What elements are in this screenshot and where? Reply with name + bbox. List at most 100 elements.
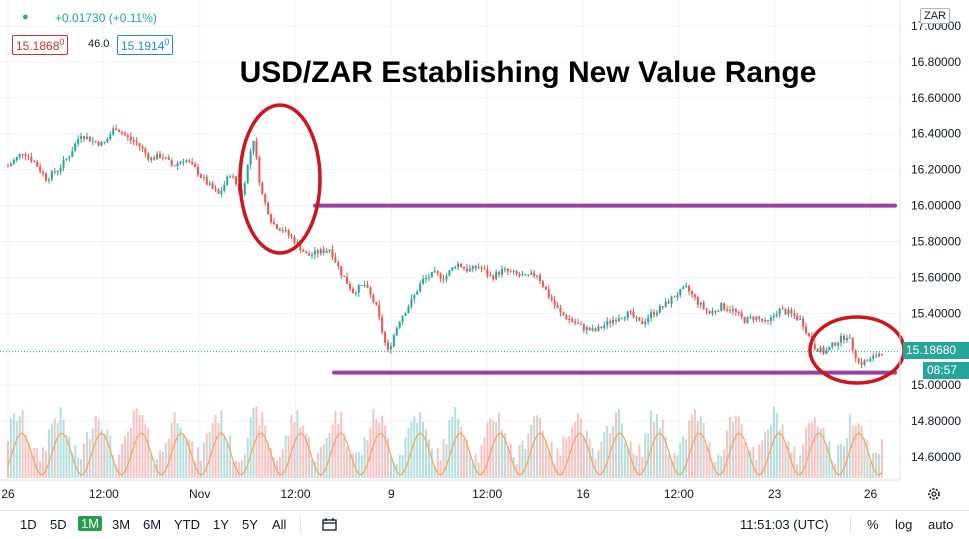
volume-bar <box>56 422 59 478</box>
volume-bar <box>384 425 387 478</box>
candle-body <box>726 309 729 311</box>
candle-body <box>574 321 577 323</box>
settings-button[interactable] <box>928 488 940 500</box>
timeframe-5d[interactable]: 5D <box>50 517 67 532</box>
candle-body <box>413 294 416 299</box>
candle-body <box>784 309 787 315</box>
candle-body <box>603 325 606 328</box>
volume-bar <box>375 418 378 478</box>
volume-bar <box>39 461 42 478</box>
candle-body <box>463 267 465 269</box>
volume-bar <box>36 447 39 478</box>
volume-bar <box>188 439 191 478</box>
toolbar-divider-right <box>850 516 851 534</box>
candle-body <box>88 136 91 142</box>
candle-body <box>483 268 486 270</box>
time-axis[interactable]: 26 12:00 Nov 12:00 9 12:00 16 12:00 23 26 <box>1 487 877 501</box>
volume-bar <box>746 449 749 478</box>
candle-body <box>676 295 679 298</box>
volume-bar <box>278 456 281 478</box>
candle-body <box>50 171 53 180</box>
timeframe-1y[interactable]: 1Y <box>213 517 229 532</box>
volume-bar <box>430 448 433 478</box>
candle-body <box>375 301 378 305</box>
volume-bar <box>296 410 299 478</box>
spread-value: 46.0 <box>88 38 110 50</box>
log-scale-toggle[interactable]: log <box>895 517 913 532</box>
volume-bar <box>565 438 568 478</box>
volume-bar <box>480 444 483 478</box>
volume-bar <box>512 456 515 478</box>
timeframe-1m[interactable]: 1M <box>78 516 103 531</box>
candle-body <box>235 176 237 185</box>
clock-time[interactable]: 11:51:03 (UTC) <box>740 517 829 532</box>
volume-bar <box>629 441 632 478</box>
candle-body <box>261 182 264 195</box>
candle-body <box>764 319 767 322</box>
volume-bar <box>147 428 150 478</box>
timeframe-3m[interactable]: 3M <box>112 517 131 532</box>
auto-scale-toggle[interactable]: auto <box>928 517 954 532</box>
candle-body <box>176 163 179 167</box>
timeframe-5y[interactable]: 5Y <box>242 517 258 532</box>
candle-body <box>118 129 121 133</box>
volume-bar <box>685 439 688 478</box>
sell-price-button[interactable]: 15.18680 <box>12 35 69 55</box>
timeframe-all[interactable]: All <box>272 517 287 532</box>
candle-body <box>650 312 653 318</box>
candle-body <box>691 291 693 295</box>
candle-body <box>594 328 597 331</box>
volume-bar <box>202 442 205 478</box>
candle-body <box>351 288 354 294</box>
volume-bar <box>243 454 246 478</box>
volume-bar <box>422 421 425 478</box>
volume-bar <box>617 408 620 478</box>
y-tick-label: 14.80000 <box>911 414 961 428</box>
candle-body <box>597 326 600 331</box>
timeframe-1d[interactable]: 1D <box>20 517 37 532</box>
buy-price-button[interactable]: 15.19140 <box>117 35 174 55</box>
timeframe-ytd[interactable]: YTD <box>174 517 200 532</box>
volume-bar <box>404 437 407 478</box>
candle-body <box>401 315 404 322</box>
candle-body <box>290 235 293 238</box>
candle-body <box>653 312 655 315</box>
volume-bar <box>275 460 278 478</box>
volume-bar <box>115 465 118 478</box>
volume-bar <box>848 414 851 478</box>
candle-body <box>530 272 533 275</box>
volume-bar <box>97 419 100 478</box>
candle-body <box>71 151 74 157</box>
candle-body <box>223 184 226 191</box>
volume-bar <box>562 436 565 478</box>
price-axis[interactable]: 14.6000014.8000015.0000015.2000015.40000… <box>911 19 961 464</box>
percent-scale-toggle[interactable]: % <box>867 517 879 532</box>
candle-body <box>360 285 363 287</box>
candle-body <box>869 358 872 362</box>
volume-bar <box>392 462 395 478</box>
candle-body <box>506 268 509 272</box>
volume-bar <box>68 436 71 478</box>
candle-body <box>679 289 682 296</box>
chart-title: USD/ZAR Establishing New Value Range <box>240 56 817 89</box>
volume-bar <box>843 445 845 478</box>
candle-body <box>448 270 451 276</box>
y-tick-label: 15.80000 <box>911 235 961 249</box>
volume-bar <box>641 457 644 478</box>
timeframe-6m[interactable]: 6M <box>143 517 162 532</box>
volume-bar <box>492 420 495 478</box>
candle-body <box>217 189 220 194</box>
candle-body <box>521 275 524 277</box>
volume-bar <box>702 422 705 478</box>
volume-bar <box>495 422 498 478</box>
candle-body <box>56 171 59 173</box>
volume-bar <box>337 424 340 478</box>
candle-body <box>425 278 427 280</box>
volume-bar <box>667 454 670 478</box>
volume-bar <box>731 421 734 478</box>
calendar-range-icon[interactable] <box>322 518 338 532</box>
price-chart[interactable]: 14.6000014.8000015.0000015.2000015.40000… <box>0 0 969 510</box>
candle-body <box>851 337 854 351</box>
candle-body <box>65 158 68 160</box>
volume-bar <box>623 442 626 478</box>
